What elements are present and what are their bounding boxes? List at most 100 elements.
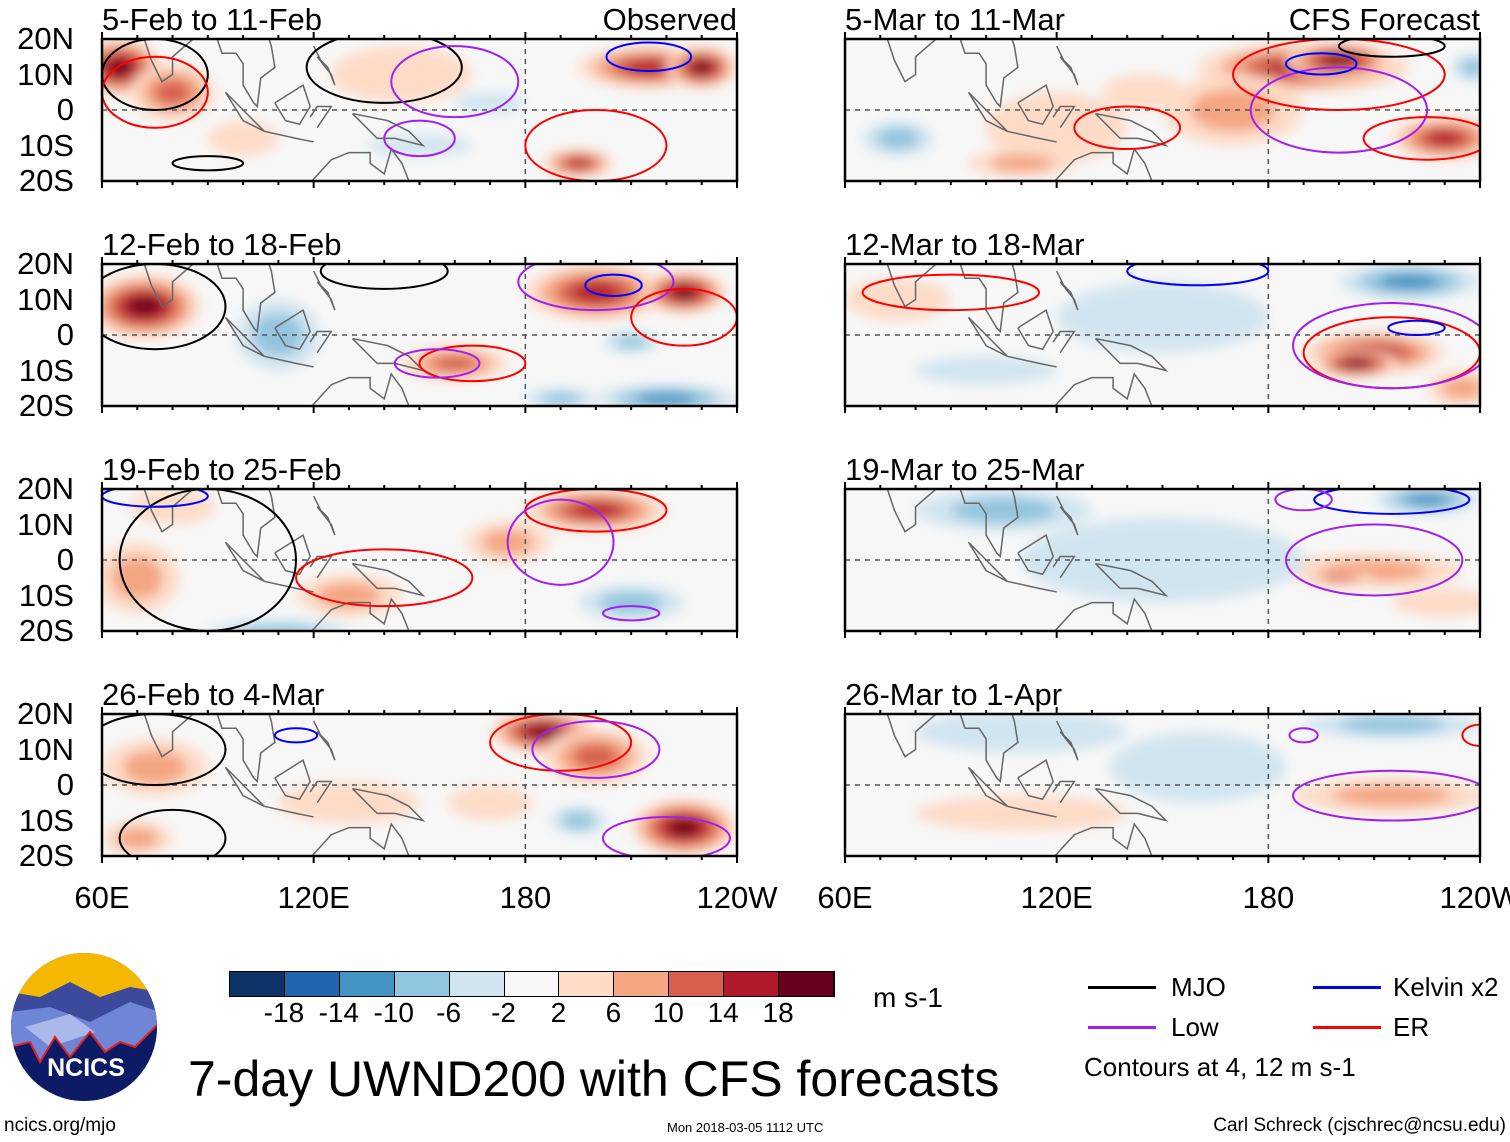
colorbar-swatch [669,972,725,996]
coastline [1052,330,1076,354]
colorbar-label: 6 [605,997,622,1028]
panel-title: 19-Feb to 25-Feb [102,452,342,487]
wave-contour [273,727,319,744]
lat-label: 0 [56,317,74,352]
anomaly-shading [599,591,663,614]
anomaly-shading [128,297,160,316]
wave-contour [1313,489,1471,515]
anomaly-shading [1404,493,1450,506]
coastline [351,112,426,147]
wave-contour [118,489,298,631]
wave-contour [305,39,463,104]
coastline [1094,337,1169,372]
lon-label: 120W [696,880,778,915]
lat-label: 0 [56,542,74,577]
coastline [1052,555,1076,579]
anomaly-shading [950,497,1057,524]
map-panel [100,482,739,638]
wave-contour [861,273,1041,312]
coastline [967,541,1008,582]
colorbar [229,971,835,997]
wave-contour [102,489,209,508]
anomaly-shading [636,392,697,405]
lon-label: 60E [817,880,873,915]
lat-label: 10S [18,802,74,838]
wave-contour [531,720,661,779]
anomaly-shading [1056,281,1269,353]
anomaly-shading [614,335,649,349]
anomaly-shading [1323,574,1355,581]
coastline [264,355,314,368]
anomaly-shading [123,750,187,785]
anomaly-shading [278,781,420,825]
coastline [310,372,410,406]
wave-contour [295,548,474,608]
anomaly-shading [116,827,159,849]
anomaly-shading [1332,785,1452,807]
wave-contour [1284,523,1464,597]
coastline [216,714,276,784]
coastline [1094,112,1169,147]
map-panel [100,707,739,863]
anomaly-shading [669,819,699,836]
panel-title: 5-Mar to 11-Mar [845,2,1065,37]
anomaly-shading [1338,716,1445,734]
legend-er: ER [1393,1012,1430,1042]
wave-contour [1274,489,1333,512]
anomaly-shading [625,60,673,75]
coastline [1017,309,1054,351]
lat-label: 20N [17,696,74,731]
lat-label: 20S [18,388,74,423]
colorbar-swatch [559,972,615,996]
wave-contour [1073,105,1182,151]
panel-title: 26-Mar to 1-Apr [845,677,1063,712]
anomaly-shading [915,714,1128,754]
colorbar-swatch [449,972,505,996]
coastline [216,264,276,334]
anomaly-shading [454,92,526,114]
map-panel [843,707,1482,863]
anomaly-shading [845,278,951,321]
colorbar-swatch [284,972,340,996]
anomaly-shading [1460,58,1480,76]
coastline [959,264,1019,334]
wave-contour [1288,727,1319,744]
coastline [959,714,1019,784]
lon-label: 60E [74,880,130,915]
colorbar-label: -18 [263,997,305,1028]
lon-label: 180 [499,880,552,915]
anomaly-shading [1324,55,1354,66]
wave-contour [393,348,481,379]
wave-contour [102,39,209,111]
coastline [309,330,333,354]
lat-label: 20N [17,21,74,56]
colorbar-label: -14 [318,997,360,1028]
lat-label: 0 [56,767,74,802]
coastline [1052,780,1076,804]
coastline [264,805,314,818]
anomaly-shading [1427,131,1463,146]
anomaly-shading [1021,517,1304,603]
lat-label: 10S [18,352,74,388]
footer-link[interactable]: ncics.org/mjo [4,1115,116,1136]
lat-label: 20S [18,838,74,873]
coastline [1017,84,1054,126]
figure-title: 7-day UWND200 with CFS forecasts [188,1051,1000,1107]
colorbar-swatch [614,972,670,996]
anomaly-shading [539,392,582,406]
wave-contour [1284,52,1358,76]
coastline [967,766,1008,807]
wave-contour [1362,116,1480,161]
coastline [1053,597,1153,631]
panel-title: 26-Feb to 4-Mar [102,677,325,712]
wave-contour [1387,319,1446,337]
wave-contour [506,498,615,586]
colorbar-swatch [230,972,285,996]
colorbar-label: 10 [652,997,684,1028]
anomaly-shading [1391,588,1480,617]
legend-kelvin: Kelvin x2 [1393,972,1499,1002]
wave-contour [390,45,520,119]
coastline [1007,805,1057,818]
map-panel [843,32,1482,188]
footer-author: Carl Schreck (cjschrec@ncsu.edu) [1213,1115,1506,1136]
